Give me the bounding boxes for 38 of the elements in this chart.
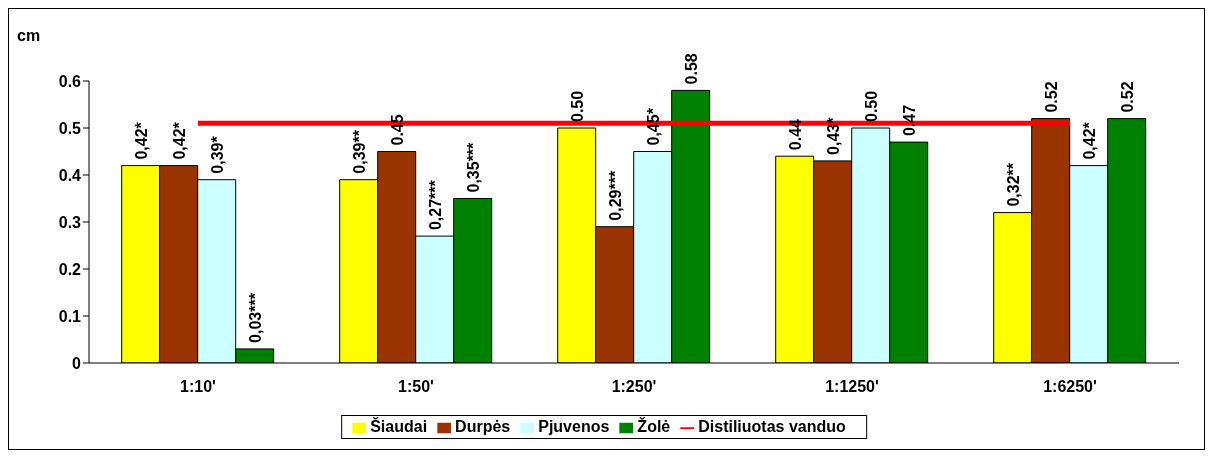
data-label: 0,29***: [606, 170, 624, 221]
data-label: 0.50: [862, 90, 880, 122]
data-label: 0.52: [1042, 81, 1060, 113]
data-label: 0,27***: [426, 179, 444, 231]
legend-label: Žolė: [637, 418, 671, 435]
data-label: 0,42*: [1080, 121, 1098, 160]
legend-label: Šiaudai: [370, 418, 428, 435]
y-tick-label: 0.2: [58, 260, 82, 278]
data-label: 0.58: [682, 53, 700, 85]
legend-label: Durpės: [455, 418, 511, 435]
y-tick-label: 0: [72, 354, 82, 372]
legend-label: Pjuvenos: [538, 418, 610, 435]
data-label: 0.44: [786, 118, 804, 151]
data-label: 0.52: [1118, 81, 1136, 113]
y-tick-label: 0.4: [58, 166, 82, 184]
data-label: 0.50: [568, 90, 586, 122]
data-label: 0,39**: [350, 129, 368, 174]
x-tick-label: 1:50': [398, 378, 434, 396]
data-label: 0,32**: [1004, 162, 1022, 207]
y-axis-title: cm: [17, 27, 41, 45]
data-label: 0,03***: [246, 292, 264, 343]
data-label: 0,39*: [208, 135, 226, 174]
x-tick-label: 1:6250': [1043, 378, 1097, 396]
x-tick-label: 1:10': [180, 378, 216, 396]
data-label: 0,45*: [644, 107, 662, 146]
x-tick-label: 1:1250': [825, 378, 879, 396]
data-label: 0.47: [900, 104, 918, 137]
data-label: 0.45: [388, 114, 406, 146]
data-label: 0,35***: [464, 141, 482, 193]
data-label: 0,42*: [132, 121, 150, 160]
data-label: 0,43*: [824, 116, 842, 155]
y-tick-label: 0.1: [58, 307, 82, 325]
x-tick-label: 1:250': [611, 378, 657, 396]
data-label: 0,42*: [170, 121, 188, 160]
y-tick-label: 0.3: [58, 213, 82, 231]
y-tick-label: 0.6: [58, 72, 82, 90]
y-tick-label: 0.5: [58, 119, 82, 137]
legend-label: Distiliuotas vanduo: [698, 418, 846, 435]
